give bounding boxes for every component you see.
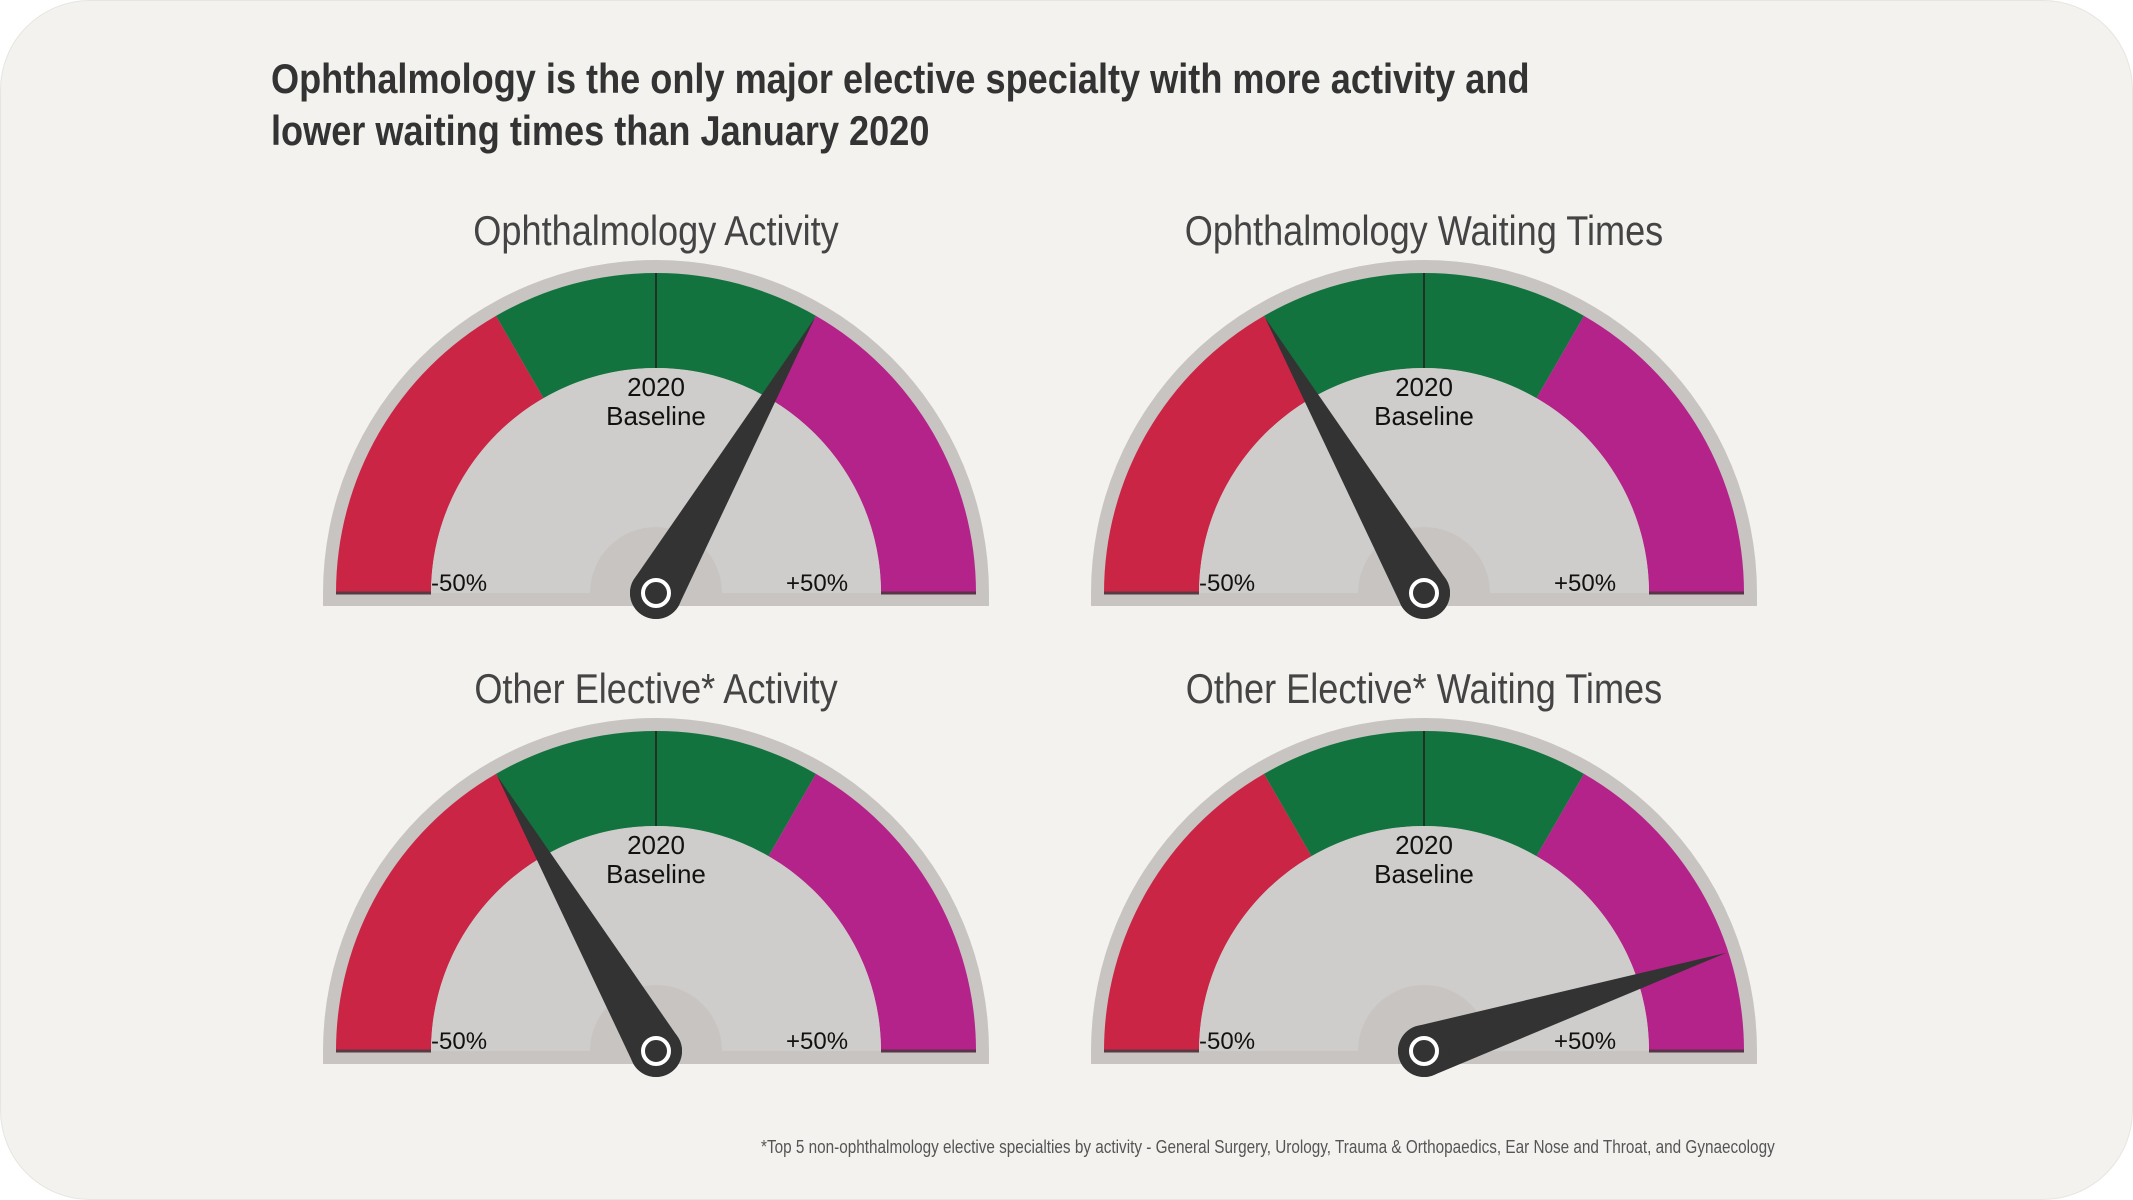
baseline-year: 2020 xyxy=(627,830,685,860)
needle-pointer xyxy=(630,317,815,619)
baseline-text: Baseline xyxy=(606,859,706,889)
baseline-label: 2020 Baseline xyxy=(1274,831,1574,889)
needle-hub xyxy=(630,1025,682,1077)
footnote: *Top 5 non-ophthalmology elective specia… xyxy=(761,1137,1775,1157)
baseline-text: Baseline xyxy=(1374,859,1474,889)
gauge-graphic xyxy=(323,260,989,619)
gauge-band-0 xyxy=(1104,315,1312,593)
tick-max-label: +50% xyxy=(1554,570,1617,597)
needle-pointer xyxy=(1265,317,1450,619)
tick-max-label: +50% xyxy=(1554,1028,1617,1055)
tick-max-label: +50% xyxy=(786,570,849,597)
gauge-band-0 xyxy=(336,773,544,1051)
baseline-text: Baseline xyxy=(1374,401,1474,431)
tick-min-label: -50% xyxy=(1199,1028,1256,1055)
needle-hub xyxy=(1398,567,1450,619)
gauge-other-elective-waiting-times: Other Elective* Waiting Times 2020 Basel… xyxy=(1084,663,1764,1143)
gauge-ophthalmology-activity: Ophthalmology Activity 2020 Baseline -50… xyxy=(316,205,996,685)
gauge-needle xyxy=(497,775,682,1077)
baseline-label: 2020 Baseline xyxy=(506,831,806,889)
gauge-band-2 xyxy=(1536,773,1744,1051)
gauge-needle xyxy=(630,317,815,619)
gauge-band-0 xyxy=(336,315,544,593)
needle-hub-ring xyxy=(1409,1036,1439,1066)
chart-main-title: Ophthalmology is the only major elective… xyxy=(271,55,1530,154)
tick-max-label: +50% xyxy=(786,1028,849,1055)
gauge-band-0 xyxy=(1104,773,1312,1051)
tick-min-label: -50% xyxy=(1199,570,1256,597)
needle-hub-ring xyxy=(641,1036,671,1066)
gauge-band-2 xyxy=(1536,315,1744,593)
gauge-title: Other Elective* Waiting Times xyxy=(1185,665,1663,712)
gauge-band-2 xyxy=(768,315,976,593)
needle-hub-ring xyxy=(1409,578,1439,608)
tick-min-label: -50% xyxy=(431,570,488,597)
needle-pointer xyxy=(1398,952,1727,1077)
gauge-inner xyxy=(431,826,881,1051)
baseline-label: 2020 Baseline xyxy=(1274,373,1574,431)
gauge-inner xyxy=(1199,368,1649,593)
gauge-title: Ophthalmology Activity xyxy=(473,207,839,254)
baseline-text: Baseline xyxy=(606,401,706,431)
gauge-needle xyxy=(1265,317,1450,619)
gauge-inner xyxy=(1199,826,1649,1051)
gauge-inner xyxy=(431,368,881,593)
needle-hub-ring xyxy=(641,578,671,608)
gauge-title: Ophthalmology Waiting Times xyxy=(1184,207,1664,254)
gauge-needle xyxy=(1398,952,1727,1077)
tick-min-label: -50% xyxy=(431,1028,488,1055)
gauge-graphic xyxy=(323,718,989,1077)
gauge-title: Other Elective* Activity xyxy=(474,665,838,712)
baseline-label: 2020 Baseline xyxy=(506,373,806,431)
needle-pointer xyxy=(497,775,682,1077)
gauge-graphic xyxy=(1091,260,1757,619)
needle-hub xyxy=(630,567,682,619)
needle-hub xyxy=(1398,1025,1450,1077)
gauge-band-2 xyxy=(768,773,976,1051)
gauge-ophthalmology-waiting-times: Ophthalmology Waiting Times 2020 Baselin… xyxy=(1084,205,1764,685)
gauge-graphic xyxy=(1091,718,1757,1077)
baseline-year: 2020 xyxy=(1395,372,1453,402)
baseline-year: 2020 xyxy=(1395,830,1453,860)
gauge-other-elective-activity: Other Elective* Activity 2020 Baseline -… xyxy=(316,663,996,1143)
baseline-year: 2020 xyxy=(627,372,685,402)
